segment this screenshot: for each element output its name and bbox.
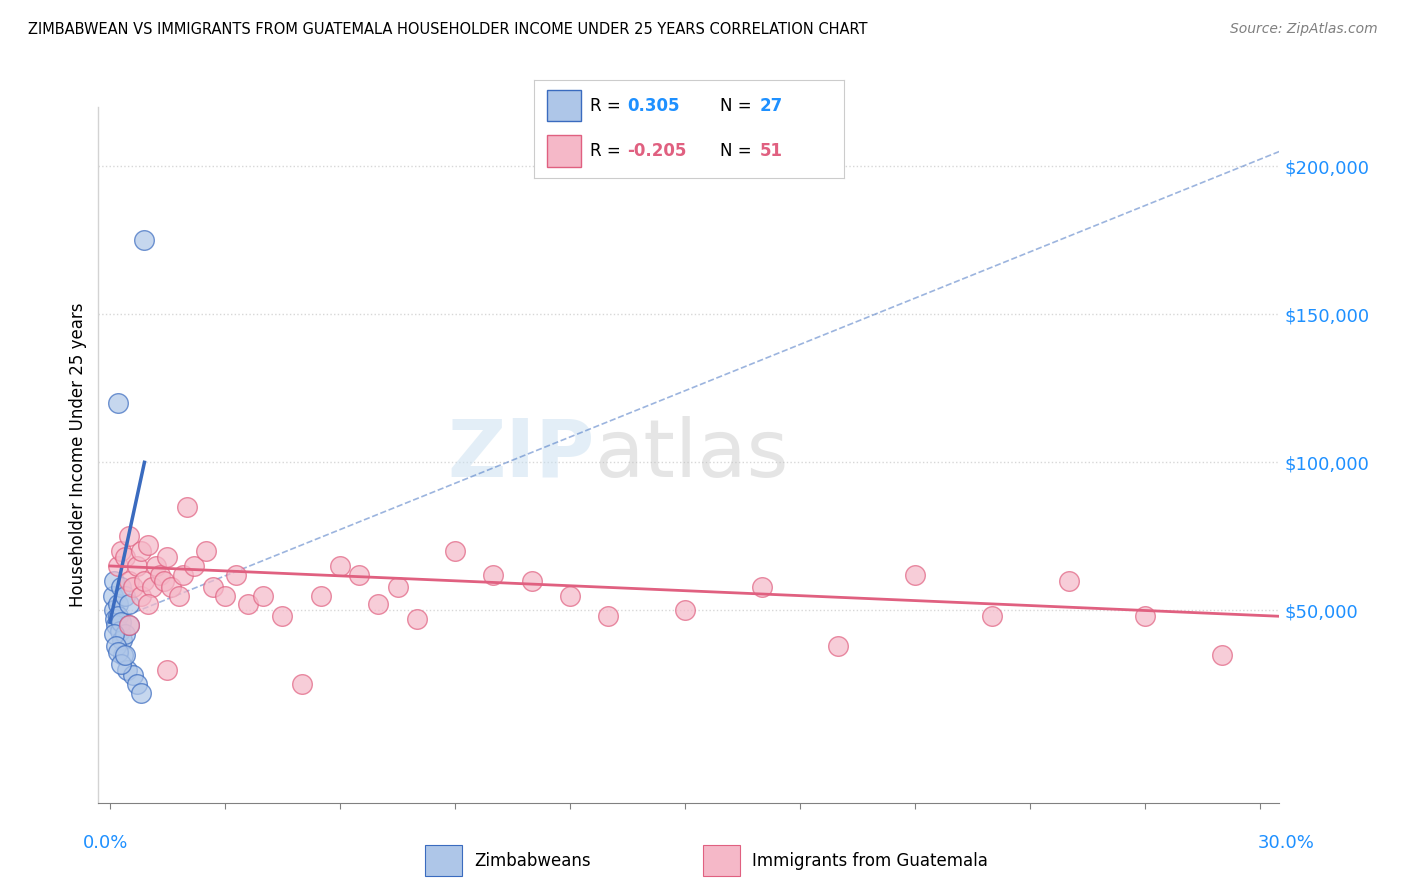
Point bbox=[104, 618, 127, 632]
Point bbox=[107, 645, 129, 659]
Point bbox=[387, 580, 409, 594]
Point bbox=[167, 589, 190, 603]
Point bbox=[108, 624, 131, 638]
Point bbox=[827, 639, 849, 653]
Point bbox=[125, 677, 148, 691]
Text: 0.0%: 0.0% bbox=[83, 834, 128, 852]
Text: Source: ZipAtlas.com: Source: ZipAtlas.com bbox=[1230, 22, 1378, 37]
Point bbox=[156, 663, 179, 677]
Text: Immigrants from Guatemala: Immigrants from Guatemala bbox=[752, 852, 988, 870]
Point bbox=[160, 580, 183, 594]
Point bbox=[444, 544, 467, 558]
Point bbox=[110, 657, 132, 671]
Text: 51: 51 bbox=[761, 142, 783, 160]
Point bbox=[751, 580, 773, 594]
Point bbox=[172, 567, 194, 582]
Point bbox=[103, 627, 125, 641]
Point bbox=[111, 632, 134, 647]
Point bbox=[598, 609, 620, 624]
Point bbox=[291, 677, 314, 691]
Point bbox=[114, 627, 136, 641]
Point bbox=[271, 609, 294, 624]
Point bbox=[156, 550, 179, 565]
Point bbox=[558, 589, 581, 603]
Point bbox=[202, 580, 225, 594]
Bar bbox=[425, 846, 461, 876]
Point bbox=[118, 574, 141, 588]
Point bbox=[110, 544, 132, 558]
Text: R =: R = bbox=[591, 142, 626, 160]
Point bbox=[309, 589, 332, 603]
Bar bbox=[547, 90, 581, 121]
Point bbox=[152, 574, 174, 588]
Text: 30.0%: 30.0% bbox=[1258, 834, 1315, 852]
Point bbox=[136, 538, 159, 552]
Point bbox=[103, 612, 125, 626]
Point bbox=[129, 589, 152, 603]
Point bbox=[252, 589, 274, 603]
Point bbox=[405, 612, 427, 626]
Point bbox=[1135, 609, 1157, 624]
Point bbox=[225, 567, 247, 582]
Point bbox=[125, 558, 148, 573]
Point bbox=[122, 580, 145, 594]
Point bbox=[114, 550, 136, 565]
Point bbox=[114, 589, 136, 603]
Point bbox=[183, 558, 205, 573]
Point bbox=[104, 639, 127, 653]
Text: N =: N = bbox=[720, 97, 756, 115]
Point bbox=[520, 574, 543, 588]
Point bbox=[904, 567, 927, 582]
Point bbox=[149, 567, 172, 582]
Point bbox=[347, 567, 370, 582]
Point bbox=[134, 233, 156, 247]
Point bbox=[134, 574, 156, 588]
Text: R =: R = bbox=[591, 97, 626, 115]
Bar bbox=[547, 136, 581, 167]
Point bbox=[1057, 574, 1080, 588]
Text: 27: 27 bbox=[761, 97, 783, 115]
Text: -0.205: -0.205 bbox=[627, 142, 686, 160]
Point bbox=[194, 544, 217, 558]
Point bbox=[107, 558, 129, 573]
Point bbox=[367, 598, 389, 612]
Point bbox=[118, 529, 141, 543]
Point bbox=[107, 609, 129, 624]
Point bbox=[103, 603, 125, 617]
Point bbox=[980, 609, 1002, 624]
Point bbox=[110, 580, 132, 594]
Point bbox=[141, 580, 163, 594]
Text: N =: N = bbox=[720, 142, 756, 160]
Point bbox=[112, 648, 135, 662]
Point bbox=[107, 396, 129, 410]
Point bbox=[114, 648, 136, 662]
Point bbox=[1211, 648, 1233, 662]
Bar bbox=[703, 846, 740, 876]
Text: ZIP: ZIP bbox=[447, 416, 595, 494]
Point bbox=[118, 618, 141, 632]
Point bbox=[129, 544, 152, 558]
Text: atlas: atlas bbox=[595, 416, 789, 494]
Point bbox=[107, 598, 129, 612]
Point bbox=[482, 567, 505, 582]
Point bbox=[129, 686, 152, 700]
Point bbox=[136, 598, 159, 612]
Point bbox=[214, 589, 236, 603]
Point bbox=[118, 598, 141, 612]
Point bbox=[118, 618, 141, 632]
Point bbox=[176, 500, 198, 514]
Point bbox=[103, 574, 125, 588]
Point bbox=[673, 603, 696, 617]
Point bbox=[122, 668, 145, 682]
Point bbox=[236, 598, 259, 612]
Text: Zimbabweans: Zimbabweans bbox=[474, 852, 591, 870]
Text: 0.305: 0.305 bbox=[627, 97, 679, 115]
Text: ZIMBABWEAN VS IMMIGRANTS FROM GUATEMALA HOUSEHOLDER INCOME UNDER 25 YEARS CORREL: ZIMBABWEAN VS IMMIGRANTS FROM GUATEMALA … bbox=[28, 22, 868, 37]
Point bbox=[101, 589, 124, 603]
Y-axis label: Householder Income Under 25 years: Householder Income Under 25 years bbox=[69, 302, 87, 607]
Point bbox=[145, 558, 167, 573]
Point bbox=[110, 615, 132, 630]
Point bbox=[329, 558, 352, 573]
Point bbox=[115, 663, 138, 677]
